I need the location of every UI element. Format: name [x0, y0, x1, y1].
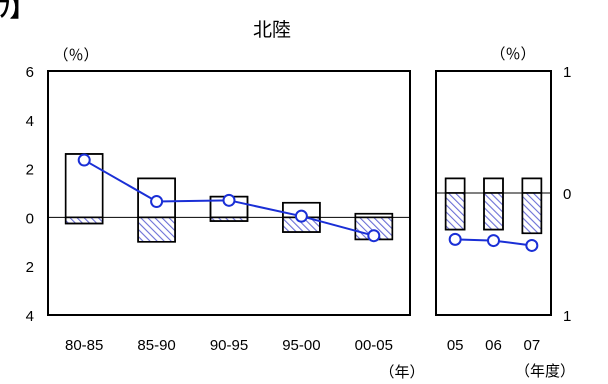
x-tick-label: 90-95	[210, 337, 248, 354]
y-tick-label: 1	[563, 308, 571, 325]
chart-title: 北陸	[253, 19, 291, 41]
y-tick-label: 2	[26, 162, 34, 179]
x-tick-label: 06	[485, 337, 502, 354]
y-tick-label: 0	[26, 210, 34, 227]
left-panel: 6 4 2 0 2 4 80-85 85-90 90-95 95-00 00-05	[26, 64, 411, 354]
y-tick-label: 4	[26, 308, 34, 325]
plot-frame	[47, 70, 411, 316]
bar-outline	[444, 177, 466, 231]
y-tick-label: 0	[563, 186, 571, 203]
bar-negative	[137, 216, 176, 243]
right-panel: 1 0 1 05 06 07	[435, 64, 571, 354]
bar-outline	[282, 201, 321, 233]
bar-positive	[521, 177, 543, 194]
bar-outline	[483, 177, 504, 231]
series-point	[150, 195, 164, 209]
series-point	[77, 153, 91, 167]
bar-positive	[444, 177, 466, 194]
y-tick-label: 6	[26, 64, 34, 81]
left-x-axis-label: （年）	[379, 364, 424, 379]
bar-negative	[483, 192, 504, 231]
series-point	[222, 193, 236, 207]
y-tick-label: 2	[26, 259, 34, 276]
bar-outline	[521, 177, 543, 235]
bar-negative	[64, 216, 104, 225]
x-tick-label: 85-90	[137, 337, 175, 354]
header-bracket: ﾌ】	[0, 0, 34, 22]
series-point	[294, 209, 308, 223]
bar-negative	[444, 192, 466, 231]
x-tick-label: 00-05	[355, 337, 393, 354]
bar-outline	[137, 177, 176, 243]
bar-positive	[483, 177, 504, 194]
bar-negative	[521, 192, 543, 235]
right-x-axis-label: （年度）	[515, 363, 575, 379]
series-point	[448, 232, 462, 246]
series-point	[525, 238, 539, 252]
x-tick-label: 95-00	[282, 337, 320, 354]
series-point	[367, 229, 381, 243]
series-point	[487, 234, 500, 248]
y-tick-label: 4	[26, 113, 34, 130]
y-tick-label: 1	[563, 64, 571, 81]
x-tick-label: 07	[523, 337, 540, 354]
right-unit-label: （％）	[490, 46, 535, 63]
left-unit-label: （％）	[53, 47, 98, 64]
x-tick-label: 80-85	[65, 337, 103, 354]
x-tick-label: 05	[447, 337, 464, 354]
